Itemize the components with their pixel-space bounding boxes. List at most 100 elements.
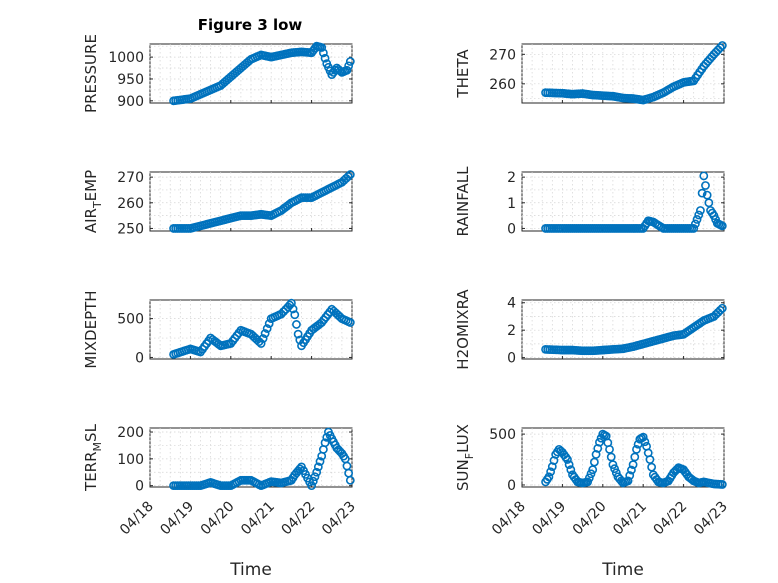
data-point [262, 324, 272, 333]
subplot-theta: 260 270 THETA [454, 41, 727, 105]
data-point [701, 181, 710, 190]
y-tick-label: 0 [507, 351, 516, 367]
data-point [623, 476, 633, 486]
data-point [690, 219, 700, 229]
y-tick-label: 500 [117, 312, 144, 328]
y-axis-label-tail: SL [82, 423, 100, 442]
data-point [595, 437, 604, 447]
y-tick-label: 0 [507, 478, 516, 494]
y-tick-label: 4 [507, 296, 516, 312]
figure-title: Figure 3 low [198, 16, 303, 34]
subplot-pressure: 900 950 1000 PRESSURE [82, 34, 355, 113]
y-tick-label: 200 [117, 425, 144, 441]
y-axis-label-base: H2OMIXRA [454, 289, 472, 370]
y-axis-label: AIRTEMP [82, 170, 104, 233]
data-point [256, 339, 266, 348]
subplot-air_temp: 250 260 270 AIRTEMP [82, 170, 355, 237]
data-point [704, 198, 714, 208]
data-point [696, 206, 705, 215]
data-point [546, 467, 556, 477]
data-point [625, 471, 635, 480]
data-point [717, 221, 727, 231]
y-tick-label: 900 [117, 94, 144, 110]
data-point [640, 437, 650, 447]
y-tick-label: 270 [489, 47, 516, 63]
data-point [627, 465, 636, 475]
data-point [345, 57, 355, 66]
data-point [717, 303, 727, 313]
x-tick-label: 04/23 [691, 499, 731, 539]
x-tick-label: 04/19 [529, 499, 569, 539]
data-point [288, 304, 298, 314]
data-point [610, 464, 619, 474]
data-point [692, 215, 702, 224]
data-point [313, 462, 323, 472]
data-point [584, 473, 594, 483]
data-point [608, 460, 618, 470]
data-point [583, 477, 593, 487]
data-point [717, 480, 727, 489]
data-point [307, 481, 316, 491]
data-point [715, 43, 725, 53]
x-tick-label: 04/23 [319, 499, 359, 539]
data-point [697, 188, 707, 198]
data-point [292, 320, 301, 329]
y-tick-label: 950 [117, 72, 144, 88]
y-tick-label: 2 [507, 323, 516, 339]
data-point [290, 310, 300, 320]
x-tick-label: 04/22 [279, 499, 319, 539]
x-tick-label: 04/18 [489, 499, 529, 539]
y-axis-label-base: MIXDEPTH [82, 290, 100, 368]
data-point [566, 465, 576, 475]
y-tick-label: 270 [117, 170, 144, 186]
y-axis-label: SUNFLUX [454, 424, 476, 491]
data-point [264, 319, 274, 328]
data-point [317, 43, 327, 52]
data-point [318, 48, 328, 58]
y-axis-label-base: PRESSURE [82, 34, 100, 113]
data-point [312, 467, 322, 477]
y-axis-label-base: RAINFALL [454, 166, 472, 237]
y-axis-label-tail: LUX [454, 424, 472, 453]
x-tick-label: 04/19 [157, 499, 197, 539]
subplot-sun_flux: 0 500 04/18 04/19 04/20 04/21 04/22 04/23 Time SU… [454, 424, 731, 580]
y-axis-label-subscript: F [463, 453, 476, 459]
data-point [260, 329, 270, 338]
data-point [345, 318, 355, 327]
y-tick-label: 260 [117, 196, 144, 212]
data-point [715, 305, 725, 315]
data-point [310, 472, 320, 482]
y-tick-label: 260 [489, 77, 516, 93]
data-point [345, 475, 355, 485]
data-point [343, 172, 353, 181]
y-tick-label: 250 [117, 221, 144, 237]
y-tick-label: 1 [507, 196, 516, 212]
data-point [320, 53, 330, 63]
y-tick-label: 0 [135, 479, 144, 495]
data-point [345, 170, 355, 179]
data-point [293, 329, 303, 339]
data-point [279, 307, 288, 317]
x-axis-label: Time [229, 560, 272, 580]
data-point [315, 457, 325, 466]
x-tick-label: 04/21 [610, 499, 650, 539]
data-point [586, 469, 596, 479]
data-point [344, 61, 354, 71]
y-axis-label: TERRMSL [82, 423, 104, 492]
x-tick-label: 04/22 [651, 499, 691, 539]
x-tick-label: 04/20 [570, 499, 610, 539]
data-point [689, 224, 699, 233]
data-point [702, 190, 712, 200]
x-tick-label: 04/21 [238, 499, 278, 539]
y-axis-label: PRESSURE [82, 34, 100, 113]
data-point [214, 339, 224, 349]
y-axis-label-tail: EMP [82, 170, 100, 201]
y-axis-label: MIXDEPTH [82, 290, 100, 368]
y-axis-label-subscript: T [91, 201, 104, 209]
data-point [544, 472, 554, 482]
y-tick-label: 500 [489, 427, 516, 443]
y-axis-label-base: SUN [454, 459, 472, 491]
y-tick-label: 0 [507, 221, 516, 237]
data-point [258, 334, 268, 343]
